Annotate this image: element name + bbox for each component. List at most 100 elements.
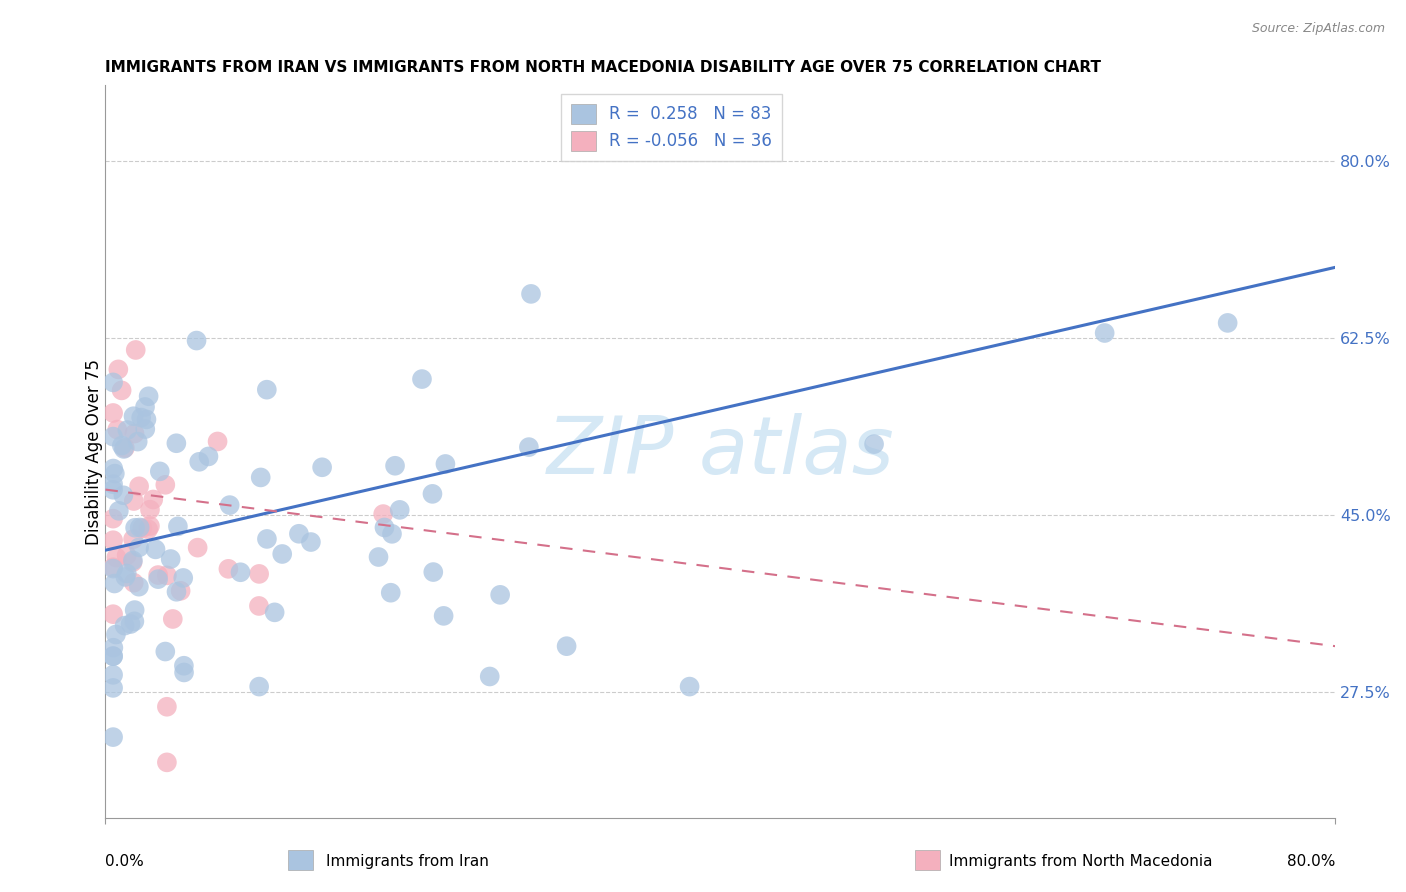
Point [122,533,145,547]
Point [124,521,146,535]
Point [128,541,150,555]
Point [155,644,177,658]
Point [520,286,543,301]
Point [1216,316,1239,330]
Point [156,756,179,770]
Point [103,640,125,655]
Y-axis label: Disability Age Over 75: Disability Age Over 75 [86,359,103,545]
Point [411,372,433,386]
Point [247,599,270,613]
Point [388,503,411,517]
Point [101,668,124,682]
Point [162,612,184,626]
Point [169,583,191,598]
Point [127,434,149,449]
Point [197,450,219,464]
Point [101,406,124,420]
Point [136,522,159,536]
Point [172,571,194,585]
Text: Source: ZipAtlas.com: Source: ZipAtlas.com [1251,22,1385,36]
Point [373,507,395,521]
Point [146,568,169,582]
Point [247,680,270,694]
Point [104,467,127,481]
Point [165,436,187,450]
Point [124,426,146,441]
Point [101,477,124,491]
Text: Immigrants from Iran: Immigrants from Iran [326,854,489,869]
Point [101,376,124,390]
Point [115,566,138,581]
Point [101,561,124,575]
Point [434,457,457,471]
Point [678,680,700,694]
Point [105,550,128,565]
Point [101,483,124,497]
Point [263,605,285,619]
Point [155,478,177,492]
Point [433,608,456,623]
Point [105,423,128,437]
Point [101,649,124,664]
Point [124,615,146,629]
Point [187,541,209,555]
Point [299,535,322,549]
Text: Immigrants from North Macedonia: Immigrants from North Macedonia [949,854,1212,869]
Text: ZIP atlas: ZIP atlas [547,413,894,491]
Point [156,568,179,582]
Point [186,334,208,348]
Point [145,542,167,557]
Point [101,681,124,695]
Point [173,665,195,680]
Point [517,440,540,454]
Point [129,410,152,425]
Point [373,520,395,534]
Point [101,730,124,744]
Point [146,572,169,586]
Point [112,442,135,456]
Point [101,560,124,574]
Point [139,502,162,516]
Point [122,553,145,567]
Point [122,494,145,508]
Point [142,492,165,507]
Point [101,533,124,548]
Point [156,699,179,714]
Point [188,455,211,469]
Point [128,520,150,534]
Point [134,400,156,414]
Point [114,618,136,632]
Point [124,603,146,617]
Point [103,576,125,591]
Point [101,511,124,525]
Point [107,362,129,376]
Point [114,570,136,584]
Point [207,434,229,449]
Point [271,547,294,561]
Point [111,438,134,452]
Point [555,639,578,653]
Point [384,458,406,473]
Point [139,519,162,533]
Point [134,422,156,436]
Point [114,441,136,455]
Point [256,532,278,546]
Point [380,585,402,599]
Point [422,565,444,579]
Point [138,389,160,403]
Point [101,649,124,664]
Point [166,584,188,599]
Point [311,460,333,475]
Point [489,588,512,602]
Point [381,526,404,541]
Legend: R =  0.258   N = 83, R = -0.056   N = 36: R = 0.258 N = 83, R = -0.056 N = 36 [561,94,782,161]
Point [173,658,195,673]
Point [128,580,150,594]
Point [247,566,270,581]
Point [131,521,153,535]
Point [122,409,145,424]
Point [159,552,181,566]
Point [229,566,252,580]
Point [288,526,311,541]
Point [135,412,157,426]
